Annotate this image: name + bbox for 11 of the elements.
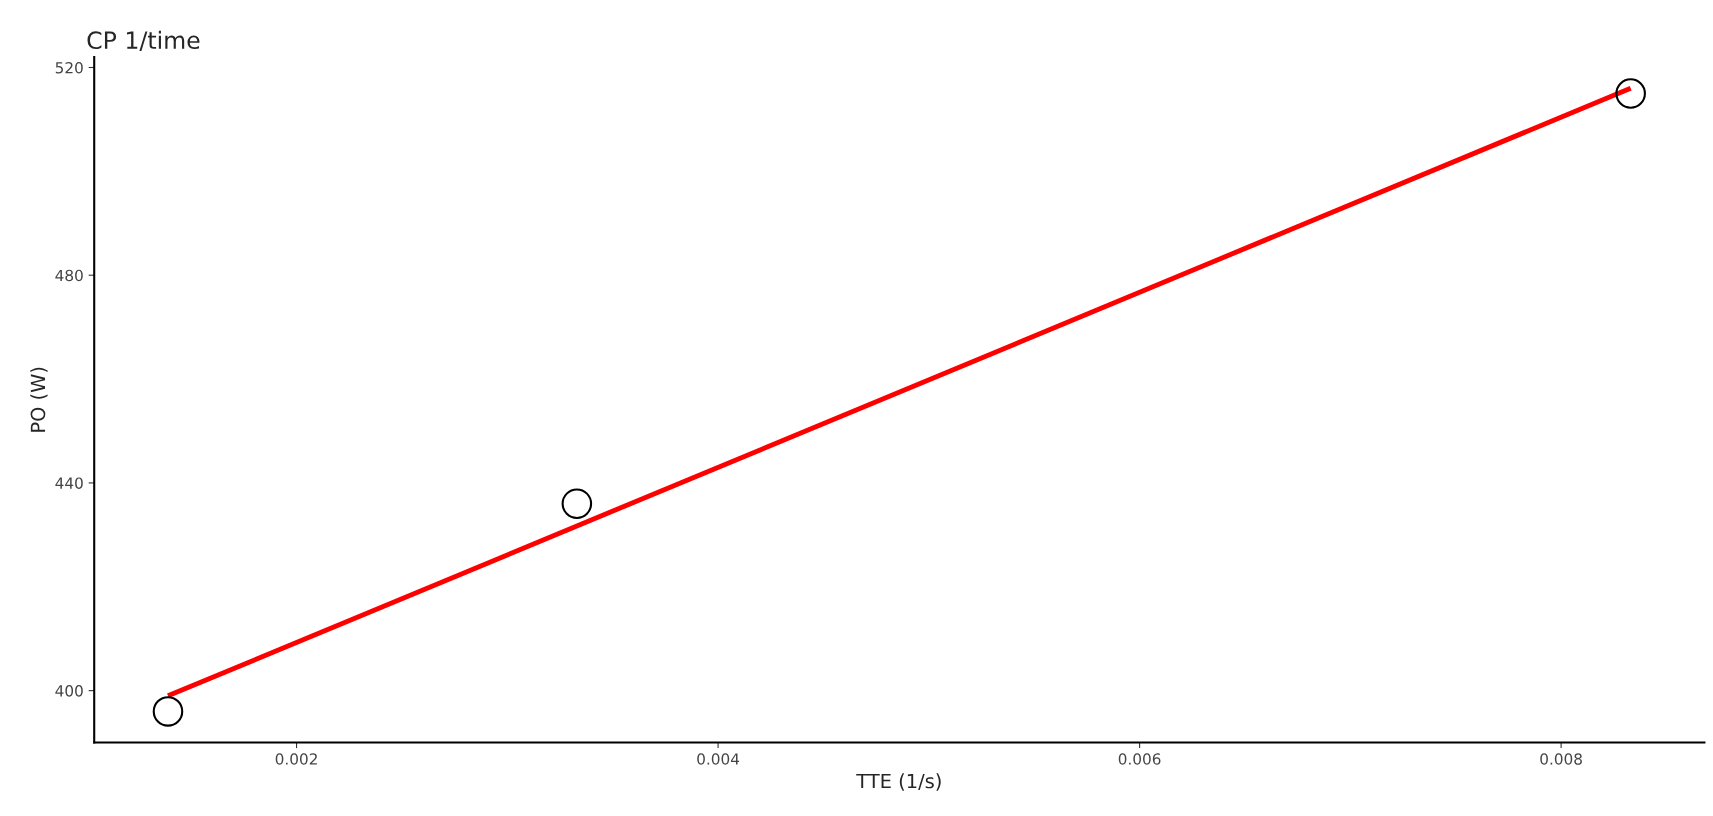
- y-tick-label: 400: [55, 685, 83, 697]
- y-tick-label: 480: [55, 269, 83, 282]
- x-tick-label: 0.002: [275, 753, 317, 765]
- chart-title: CP 1/time: [87, 30, 200, 51]
- y-tick-label: 440: [55, 477, 83, 489]
- x-tick-label: 0.004: [697, 753, 740, 765]
- x-tick-label: 0.006: [1118, 753, 1161, 765]
- x-tick-label: 0.008: [1540, 753, 1582, 765]
- y-axis-title: PO (W): [30, 367, 48, 432]
- x-axis-title: TTE (1/s): [856, 773, 941, 791]
- y-tick-label: 520: [55, 61, 83, 74]
